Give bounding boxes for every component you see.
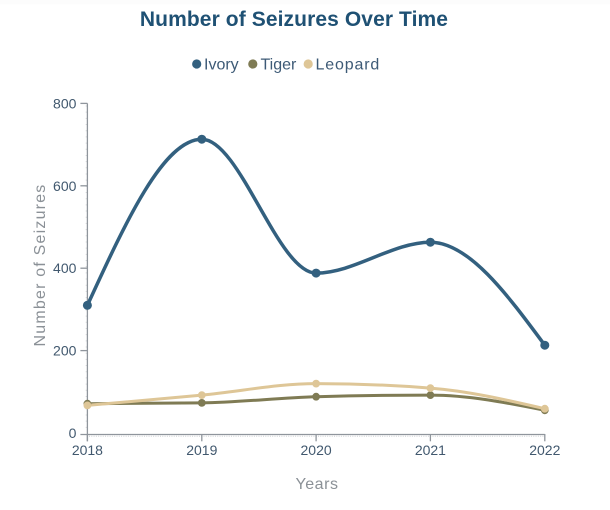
svg-text:Years: Years [295,476,338,493]
svg-text:0: 0 [69,425,77,441]
svg-text:2020: 2020 [301,442,332,458]
svg-text:Leopard: Leopard [316,57,381,74]
svg-text:Tiger: Tiger [261,57,298,74]
svg-text:2019: 2019 [186,442,217,458]
svg-text:800: 800 [53,95,77,111]
svg-text:Ivory: Ivory [204,57,239,74]
svg-text:Number of Seizures: Number of Seizures [32,184,49,347]
svg-text:2021: 2021 [415,442,446,458]
svg-text:2018: 2018 [72,442,103,458]
svg-text:400: 400 [53,260,77,276]
svg-text:Number of Seizures Over Time: Number of Seizures Over Time [140,8,448,31]
svg-text:2022: 2022 [529,442,560,458]
svg-text:600: 600 [53,178,77,194]
svg-text:200: 200 [53,343,77,359]
